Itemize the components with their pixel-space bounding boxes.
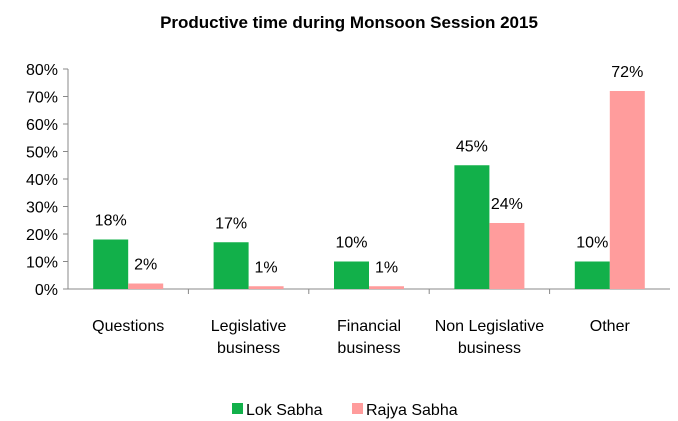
data-label: 18% bbox=[95, 213, 127, 230]
x-tick-label-line: Questions bbox=[92, 318, 164, 335]
x-tick-label: Financial business bbox=[337, 318, 401, 357]
x-tick-label: Non Legislative business bbox=[435, 318, 545, 357]
x-tick-label: Other bbox=[590, 318, 631, 335]
y-tick-label: 40% bbox=[26, 172, 58, 189]
y-tick-label: 70% bbox=[26, 90, 58, 107]
bar bbox=[489, 223, 525, 289]
data-label: 10% bbox=[335, 235, 367, 252]
data-label: 17% bbox=[215, 215, 247, 232]
x-tick-label: Questions bbox=[92, 318, 164, 335]
legend-swatch bbox=[232, 403, 243, 414]
bar bbox=[369, 286, 404, 289]
bar bbox=[609, 91, 645, 289]
bar bbox=[454, 165, 490, 289]
legend-swatch bbox=[352, 403, 363, 414]
data-label: 24% bbox=[491, 196, 523, 213]
x-tick-label-line: Non Legislative bbox=[435, 318, 545, 335]
y-tick-label: 10% bbox=[26, 255, 58, 272]
y-tick-label: 50% bbox=[26, 145, 58, 162]
y-tick-label: 60% bbox=[26, 117, 58, 134]
x-tick-label-line: business bbox=[217, 340, 280, 357]
bar bbox=[334, 261, 369, 289]
chart-title: Productive time during Monsoon Session 2… bbox=[160, 13, 538, 32]
y-tick-label: 30% bbox=[26, 200, 58, 217]
x-tick-label-line: Other bbox=[590, 318, 631, 335]
data-label: 1% bbox=[375, 259, 398, 276]
bar bbox=[248, 286, 284, 289]
x-tick-label: Legislative business bbox=[211, 318, 287, 357]
x-tick-label-line: business bbox=[337, 340, 400, 357]
data-label: 10% bbox=[576, 235, 608, 252]
data-label: 1% bbox=[255, 259, 278, 276]
data-label: 72% bbox=[611, 64, 643, 81]
bar bbox=[574, 261, 610, 289]
bar bbox=[213, 242, 249, 289]
bar bbox=[128, 283, 164, 289]
legend-label: Rajya Sabha bbox=[366, 402, 458, 419]
y-tick-label: 0% bbox=[35, 282, 58, 299]
data-label: 2% bbox=[134, 257, 157, 274]
y-tick-label: 20% bbox=[26, 227, 58, 244]
x-tick-label-line: Financial bbox=[337, 318, 401, 335]
legend-label: Lok Sabha bbox=[246, 402, 323, 419]
bar bbox=[93, 239, 129, 289]
x-tick-label-line: Legislative bbox=[211, 318, 287, 335]
data-label: 45% bbox=[456, 138, 488, 155]
y-tick-label: 80% bbox=[26, 62, 58, 79]
x-tick-label-line: business bbox=[458, 340, 521, 357]
